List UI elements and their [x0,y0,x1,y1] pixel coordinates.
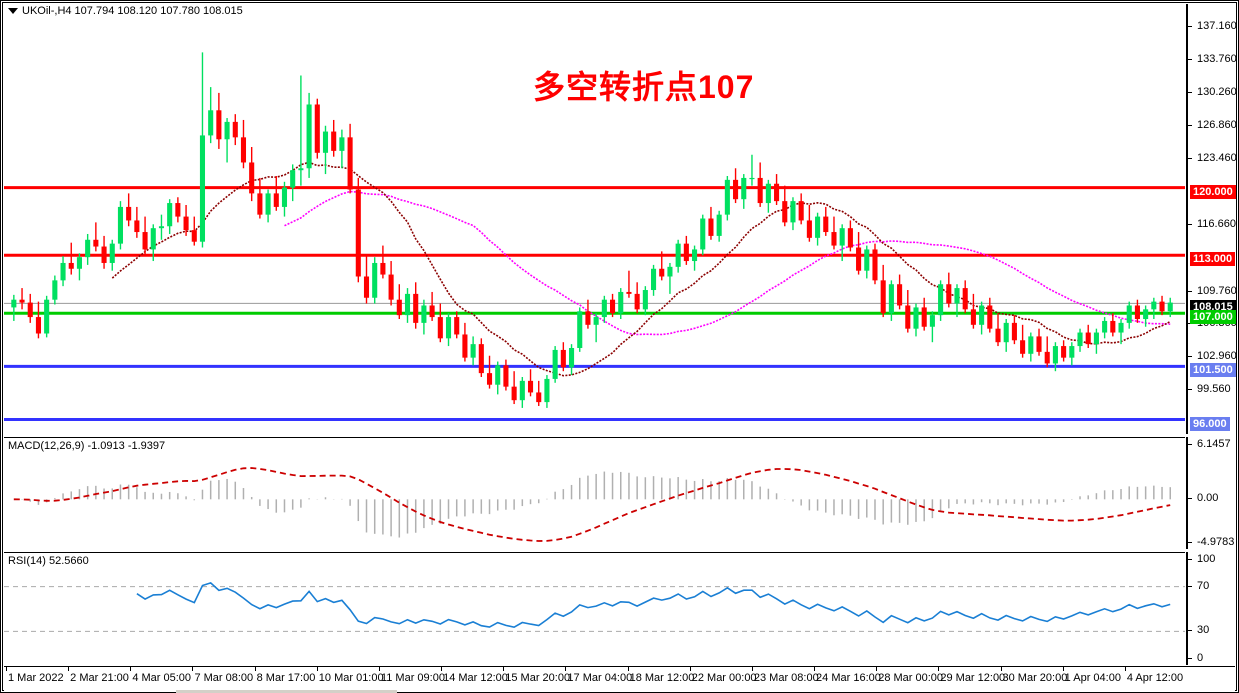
chart-annotation-text: 多空转折点107 [533,69,755,105]
chart-symbol-header: UKOil-,H4 107.794 108.120 107.780 108.01… [22,5,243,17]
price-axis-tick-label: 130.260 [1197,86,1237,99]
time-tick-mark [627,667,629,671]
time-tick-mark [130,667,132,671]
time-axis-tick-label: 7 Mar 08:00 [194,672,254,684]
rsi-axis-tick-label: 70 [1197,579,1210,592]
time-tick-mark [876,667,878,671]
price-axis-tick-label: 99.560 [1197,383,1231,396]
time-tick-mark [316,667,318,671]
axis-tick-mark [1188,158,1192,160]
axis-tick-mark [1188,356,1192,358]
axis-tick-mark [1188,125,1192,127]
time-axis-tick-label: 22 Mar 00:00 [691,672,757,684]
time-axis-tick-label: 4 Mar 05:00 [132,672,192,684]
price-axis[interactable]: 137.160 133.760 130.260 126.860 123.460 116.6… [1186,4,1237,434]
price-axis-tick-label: 123.460 [1197,152,1237,165]
time-axis-tick-label: 1 Apr 04:00 [1064,672,1121,684]
price-chart-panel[interactable] [4,4,1185,434]
time-tick-mark [938,667,940,671]
time-tick-mark [254,667,256,671]
axis-tick-mark [1188,444,1192,445]
macd-title-label: MACD(12,26,9) -1.0913 -1.9397 [8,440,166,452]
axis-tick-mark [1188,585,1192,587]
time-axis-tick-label: 2 Mar 21:00 [70,672,129,684]
time-tick-mark [1124,667,1126,671]
macd-axis-tick-label: 0.00 [1197,492,1219,505]
price-axis-tick-label: 102.960 [1197,350,1237,363]
axis-tick-mark [1188,498,1192,500]
macd-indicator-panel[interactable] [4,437,1185,549]
axis-tick-mark [1188,223,1192,225]
price-level-label[interactable]: 120.000 [1190,184,1236,199]
time-axis-tick-label: 8 Mar 17:00 [256,672,316,684]
macd-axis: 6.1457 0.00 -4.9783 [1186,437,1235,549]
axis-tick-mark [1188,290,1192,292]
time-axis-tick-label: 29 Mar 12:00 [940,672,1006,684]
price-axis-tick-label: 116.660 [1197,217,1236,230]
time-axis-tick-label: 1 Mar 2022 [8,672,64,684]
price-level-label[interactable]: 113.000 [1190,252,1236,267]
time-tick-mark [503,667,505,671]
axis-tick-mark [1188,630,1192,632]
time-axis-tick-label: 17 Mar 04:00 [567,672,633,684]
time-axis-tick-label: 11 Mar 09:00 [380,672,445,684]
chevron-down-icon[interactable] [8,8,18,14]
axis-tick-mark [1188,25,1192,27]
time-axis-tick-label: 4 Apr 12:00 [1126,672,1184,684]
time-axis-tick-label: 14 Mar 12:00 [443,672,508,684]
rsi-axis-tick-label: 0 [1197,652,1204,664]
time-axis-tick-label: 15 Mar 20:00 [505,672,571,684]
time-axis-tick-label: 10 Mar 01:00 [318,672,384,684]
time-tick-mark [192,667,194,671]
time-tick-mark [68,667,70,671]
axis-tick-mark [1188,92,1192,94]
price-level-label[interactable]: 101.500 [1190,363,1236,378]
price-level-label[interactable]: 107.000 [1190,310,1236,325]
time-axis-tick-label: 23 Mar 08:00 [753,672,819,684]
time-tick-mark [751,667,753,671]
rsi-axis-tick-label: 100 [1197,553,1216,565]
price-axis-tick-label: 133.760 [1197,52,1237,65]
price-chart-canvas [4,52,1185,422]
time-tick-mark [6,667,7,671]
time-tick-mark [1062,667,1064,671]
time-axis-tick-label: 28 Mar 00:00 [878,672,944,684]
rsi-canvas [4,581,1185,632]
price-axis-tick-label: 137.160 [1197,19,1237,32]
price-level-label[interactable]: 96.000 [1190,416,1230,431]
time-tick-mark [689,667,691,671]
horizontal-scrollbar[interactable] [176,690,397,693]
time-axis-tick-label: 18 Mar 12:00 [629,672,695,684]
time-tick-mark [565,667,567,671]
axis-tick-mark [1188,559,1192,560]
time-axis-tick-label: 24 Mar 16:00 [816,672,881,684]
axis-tick-mark [1188,542,1192,543]
macd-axis-tick-label: 6.1457 [1197,438,1231,450]
rsi-axis: 100 70 30 0 [1186,552,1235,665]
time-tick-mark [814,667,816,671]
time-tick-mark [378,667,380,671]
time-axis-tick-label: 30 Mar 20:00 [1002,672,1068,684]
time-axis[interactable]: 1 Mar 2022 2 Mar 21:00 4 Mar 05:00 7 Mar 08… [4,666,1235,691]
rsi-axis-tick-label: 30 [1197,624,1210,637]
price-axis-tick-label: 126.860 [1197,119,1237,132]
axis-tick-mark [1188,389,1192,391]
rsi-indicator-panel[interactable] [4,552,1185,665]
macd-axis-tick-label: -4.9783 [1197,536,1235,548]
time-tick-mark [441,667,443,671]
macd-canvas [13,467,1171,542]
axis-tick-mark [1188,658,1192,659]
rsi-title-label: RSI(14) 52.5660 [8,555,89,567]
axis-tick-mark [1188,58,1192,60]
time-tick-mark [1000,667,1002,671]
price-axis-tick-label: 109.760 [1197,284,1237,297]
